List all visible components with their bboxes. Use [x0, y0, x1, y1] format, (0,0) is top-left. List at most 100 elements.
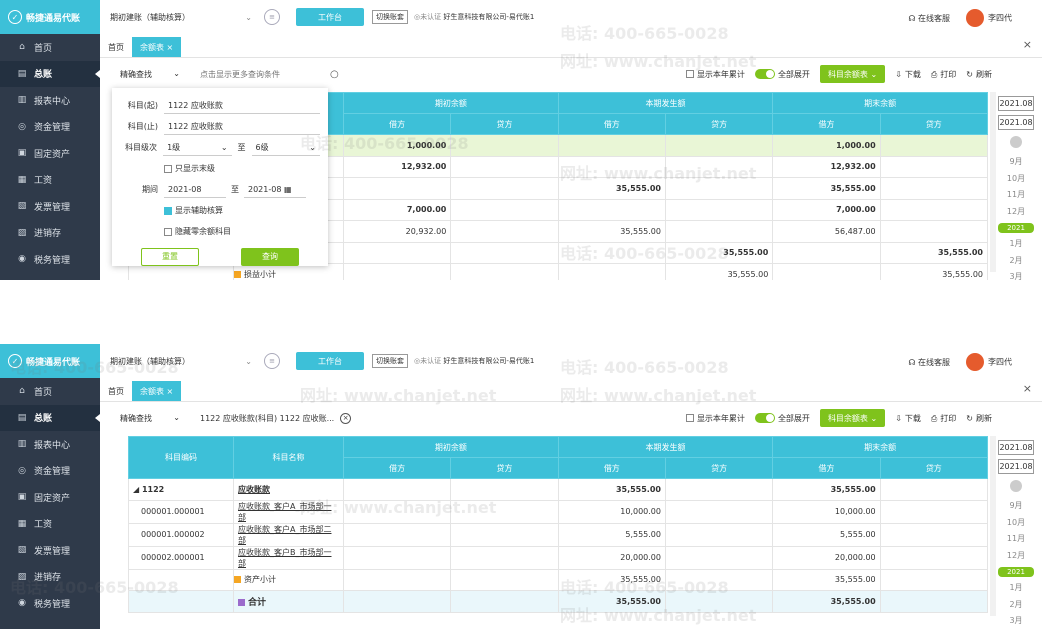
- sidebar-item[interactable]: ▤ 总账: [0, 404, 100, 431]
- subject-link[interactable]: 应收账款_客户B_市场部一部: [238, 547, 332, 568]
- month-item[interactable]: 1月: [1009, 583, 1023, 592]
- sidebar-item[interactable]: ▦ 工资: [0, 511, 100, 538]
- query-button[interactable]: 查询: [241, 247, 299, 266]
- search-input[interactable]: [200, 65, 330, 83]
- report-type-button[interactable]: 科目余额表 ⌄: [819, 409, 886, 427]
- sidebar-item[interactable]: ▥ 报表中心: [0, 87, 100, 114]
- month-item[interactable]: 3月: [1009, 272, 1023, 280]
- sidebar-item[interactable]: ▢结账: [0, 273, 100, 281]
- table-row[interactable]: 000002.000001 应收账款_客户B_市场部一部 20,000.00 20,0…: [128, 545, 989, 570]
- search-icon[interactable]: ○: [330, 68, 339, 80]
- search-summary[interactable]: 1122 应收账款(科目) 1122 应收账...: [200, 413, 335, 423]
- account-select[interactable]: 期初建账（辅助核算） ⌄: [106, 8, 256, 26]
- only-leaf-checkbox[interactable]: 只显示末级: [164, 163, 215, 174]
- sidebar-item[interactable]: ◉ 税务管理: [0, 246, 100, 273]
- sidebar-item[interactable]: ▤ 总账: [0, 60, 100, 87]
- table-row[interactable]: 资产小计 35,555.00 35,555.00: [128, 568, 989, 591]
- show-aux-checkbox[interactable]: 显示辅助核算: [164, 205, 223, 216]
- period-to-input[interactable]: 2021-08 ▦: [244, 182, 306, 198]
- sidebar-item[interactable]: ▨ 进销存: [0, 564, 100, 591]
- switch-account-button[interactable]: 切换账套: [372, 354, 408, 368]
- subject-to-input[interactable]: 1122 应收账款: [164, 119, 320, 135]
- search-mode-select[interactable]: 精确查找 ⌄: [120, 69, 180, 80]
- period-from-input[interactable]: 2021-08: [164, 182, 226, 198]
- account-menu-icon[interactable]: ≡: [264, 9, 280, 25]
- subject-link[interactable]: 应收账款_客户A_市场部一部: [238, 501, 332, 522]
- online-service-link[interactable]: ☊ 在线客服: [908, 13, 950, 24]
- user-menu[interactable]: 李四代: [966, 353, 1012, 371]
- month-item[interactable]: 3月: [1009, 616, 1023, 625]
- sidebar-item[interactable]: ⌂ 首页: [0, 378, 100, 405]
- month-item[interactable]: 9月: [1009, 157, 1023, 166]
- account-menu-icon[interactable]: ≡: [264, 353, 280, 369]
- calendar-icon[interactable]: ▦: [283, 184, 292, 194]
- print-button[interactable]: ⎙ 打印: [931, 413, 956, 424]
- table-row[interactable]: ◢ 1122 应收账款 35,555.00 35,555.00: [128, 478, 989, 501]
- table-scrollbar[interactable]: [990, 92, 996, 272]
- sidebar-item[interactable]: ◉ 税务管理: [0, 590, 100, 617]
- expand-all-toggle[interactable]: 全部展开: [754, 413, 810, 424]
- month-item[interactable]: 9月: [1009, 501, 1023, 510]
- sidebar-item[interactable]: ▨ 进销存: [0, 220, 100, 247]
- header-code[interactable]: 科目编码: [128, 436, 234, 479]
- download-button[interactable]: ⇩ 下载: [895, 69, 921, 80]
- month-item[interactable]: 1月: [1009, 239, 1023, 248]
- sidebar-item[interactable]: ▣ 固定资产: [0, 140, 100, 167]
- tab-home[interactable]: 首页: [108, 42, 124, 52]
- sidebar-item[interactable]: ▥ 报表中心: [0, 431, 100, 458]
- close-tab-icon[interactable]: ×: [166, 386, 174, 396]
- month-item[interactable]: 11月: [1006, 534, 1026, 543]
- month-item[interactable]: 12月: [1006, 550, 1026, 560]
- level-from-select[interactable]: 1级 ⌄: [163, 140, 232, 156]
- year-marker[interactable]: 2021: [998, 223, 1034, 233]
- month-item[interactable]: 12月: [1006, 206, 1026, 216]
- month-item[interactable]: 11月: [1006, 190, 1026, 199]
- table-row[interactable]: 损益小计 35,555.00 35,555.00: [128, 263, 989, 280]
- header-name[interactable]: 科目名称: [233, 436, 344, 479]
- close-all-icon[interactable]: ×: [1022, 38, 1032, 51]
- sidebar-item[interactable]: ▦ 工资: [0, 167, 100, 194]
- period-start[interactable]: 2021.08: [998, 96, 1034, 111]
- show-yearly-checkbox[interactable]: 显示本年累计: [685, 69, 745, 80]
- print-button[interactable]: ⎙ 打印: [931, 69, 956, 80]
- account-select[interactable]: 期初建账（辅助核算） ⌄: [106, 352, 256, 370]
- sidebar-item[interactable]: ◎ 资金管理: [0, 458, 100, 485]
- clear-search-icon[interactable]: ×: [340, 412, 352, 424]
- month-item[interactable]: 10月: [1006, 173, 1026, 183]
- brand-logo[interactable]: ✓ 畅捷通易代账: [0, 344, 100, 378]
- sidebar-item[interactable]: ▧ 发票管理: [0, 537, 100, 564]
- table-row[interactable]: 000001.000002 应收账款_客户A_市场部二部 5,555.00 5,555…: [128, 522, 989, 547]
- period-settings-icon[interactable]: [1010, 480, 1022, 492]
- hide-zero-checkbox[interactable]: 隐藏零余额科目: [164, 226, 231, 237]
- online-service-link[interactable]: ☊ 在线客服: [908, 357, 950, 368]
- switch-account-button[interactable]: 切换账套: [372, 10, 408, 24]
- reset-button[interactable]: 重置: [141, 247, 199, 266]
- period-end[interactable]: 2021.08: [998, 115, 1034, 130]
- table-row[interactable]: 000001.000001 应收账款_客户A_市场部一部 10,000.00 10,0…: [128, 499, 989, 524]
- refresh-button[interactable]: ↻ 刷新: [966, 69, 992, 80]
- level-to-select[interactable]: 6级 ⌄: [251, 140, 320, 156]
- month-item[interactable]: 2月: [1009, 255, 1023, 265]
- workbench-button[interactable]: 工作台: [296, 8, 364, 26]
- tab-balance-sheet[interactable]: 余额表 ×: [132, 381, 182, 401]
- subject-link[interactable]: 应收账款_客户A_市场部二部: [238, 524, 332, 545]
- workbench-button[interactable]: 工作台: [296, 352, 364, 370]
- tab-balance-sheet[interactable]: 余额表 ×: [132, 37, 182, 57]
- subject-link[interactable]: 应收账款: [238, 484, 270, 494]
- refresh-button[interactable]: ↻ 刷新: [966, 413, 992, 424]
- close-all-icon[interactable]: ×: [1022, 382, 1032, 395]
- tab-home[interactable]: 首页: [108, 386, 124, 396]
- user-menu[interactable]: 李四代: [966, 9, 1012, 27]
- download-button[interactable]: ⇩ 下载: [895, 413, 921, 424]
- report-type-button[interactable]: 科目余额表 ⌄: [819, 65, 886, 83]
- close-tab-icon[interactable]: ×: [166, 42, 174, 52]
- sidebar-item[interactable]: ▧ 发票管理: [0, 193, 100, 220]
- sidebar-item[interactable]: ⌂ 首页: [0, 34, 100, 61]
- sidebar-item[interactable]: ◎ 资金管理: [0, 114, 100, 141]
- period-end[interactable]: 2021.08: [998, 459, 1034, 474]
- expand-all-toggle[interactable]: 全部展开: [754, 69, 810, 80]
- sidebar-item[interactable]: ▣ 固定资产: [0, 484, 100, 511]
- brand-logo[interactable]: ✓ 畅捷通易代账: [0, 0, 100, 34]
- table-scrollbar[interactable]: [990, 436, 996, 616]
- period-start[interactable]: 2021.08: [998, 440, 1034, 455]
